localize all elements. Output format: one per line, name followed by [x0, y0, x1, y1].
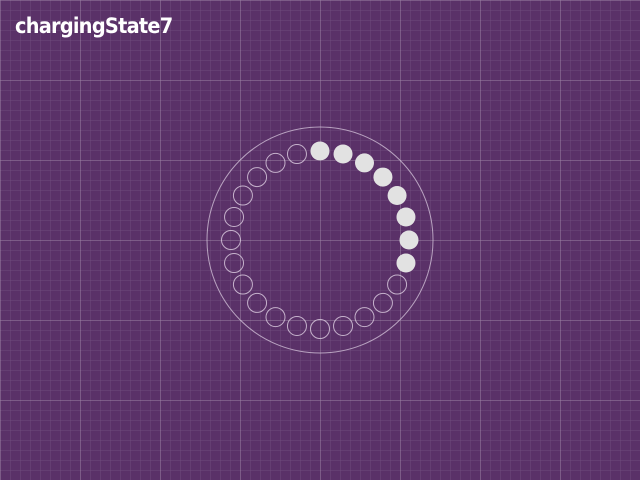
charge-dot-empty: [286, 315, 307, 336]
charge-dot-empty: [232, 185, 253, 206]
charge-dot-empty: [265, 307, 286, 328]
page-title: chargingState7: [15, 14, 173, 38]
charge-dot-empty: [354, 307, 375, 328]
charge-dot-empty: [247, 292, 268, 313]
charge-dot-empty: [221, 230, 241, 250]
charge-dot-empty: [310, 319, 330, 339]
charge-dot-empty: [372, 292, 393, 313]
charge-dot-filled: [387, 186, 407, 205]
charge-dot-filled: [310, 141, 330, 161]
charge-dot-empty: [224, 253, 245, 274]
charge-dot-empty: [265, 152, 286, 173]
charge-dots: [221, 141, 419, 339]
charge-dot-empty: [333, 315, 354, 336]
charge-dot-filled: [373, 167, 393, 187]
charge-dot-empty: [224, 206, 245, 227]
charge-dot-empty: [232, 274, 253, 295]
charge-dot-empty: [247, 167, 268, 188]
charge-dot-empty: [286, 144, 307, 165]
charge-dot-filled: [355, 153, 374, 173]
charge-dot-filled: [399, 230, 419, 250]
outer-ring: [206, 126, 434, 354]
charge-dot-filled: [333, 144, 353, 164]
charge-dot-filled: [396, 253, 416, 273]
charge-dot-filled: [396, 207, 416, 227]
charge-dot-empty: [387, 274, 408, 295]
